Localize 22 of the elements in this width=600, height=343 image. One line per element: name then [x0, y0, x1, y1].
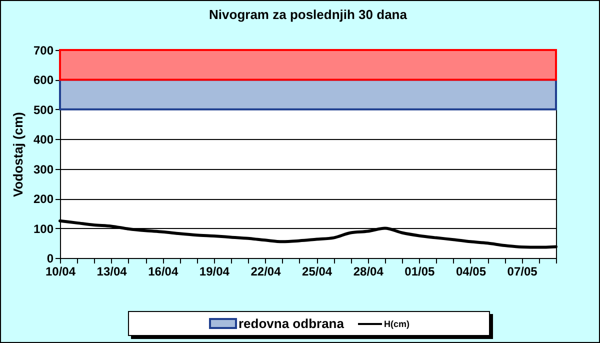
y-axis-title: Vodostaj (cm): [10, 112, 26, 197]
x-tick-label: 16/04: [148, 264, 178, 278]
y-tick-label: 300: [33, 162, 54, 176]
y-tick-label: 0: [46, 252, 54, 266]
x-tick-label: 01/05: [404, 264, 436, 278]
x-tick-label: 28/04: [353, 264, 384, 278]
legend-label: redovna odbrana: [238, 316, 344, 331]
x-tick-label: 04/05: [456, 264, 486, 278]
y-tick-label: 100: [33, 222, 54, 236]
x-tick-label: 25/04: [302, 264, 332, 278]
y-tick-label: 200: [33, 192, 54, 206]
chart-title: Nivogram za poslednjih 30 dana: [209, 7, 408, 22]
y-tick-label: 500: [33, 102, 54, 117]
x-tick-label: 10/04: [45, 264, 76, 278]
x-tick-label: 07/05: [507, 264, 538, 278]
x-tick-label: 19/04: [199, 264, 230, 278]
y-tick-label: 700: [33, 44, 54, 58]
legend-label: H(cm): [384, 318, 410, 328]
y-tick-label: 400: [33, 132, 54, 147]
y-tick-label: 600: [33, 73, 54, 88]
x-tick-label: 22/04: [250, 264, 282, 278]
x-tick-label: 13/04: [96, 264, 128, 278]
